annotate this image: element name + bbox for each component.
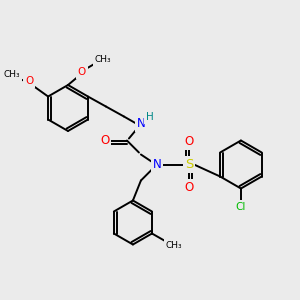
Text: S: S — [185, 158, 193, 171]
Text: O: O — [25, 76, 33, 86]
Text: H: H — [146, 112, 154, 122]
Text: O: O — [184, 181, 194, 194]
Text: N: N — [152, 158, 161, 171]
Text: CH₃: CH₃ — [166, 241, 182, 250]
Text: O: O — [184, 135, 194, 148]
Text: Cl: Cl — [236, 202, 246, 212]
Text: N: N — [136, 117, 145, 130]
Text: O: O — [100, 134, 110, 147]
Text: CH₃: CH₃ — [4, 70, 20, 79]
Text: CH₃: CH₃ — [95, 56, 111, 64]
Text: O: O — [78, 67, 86, 77]
